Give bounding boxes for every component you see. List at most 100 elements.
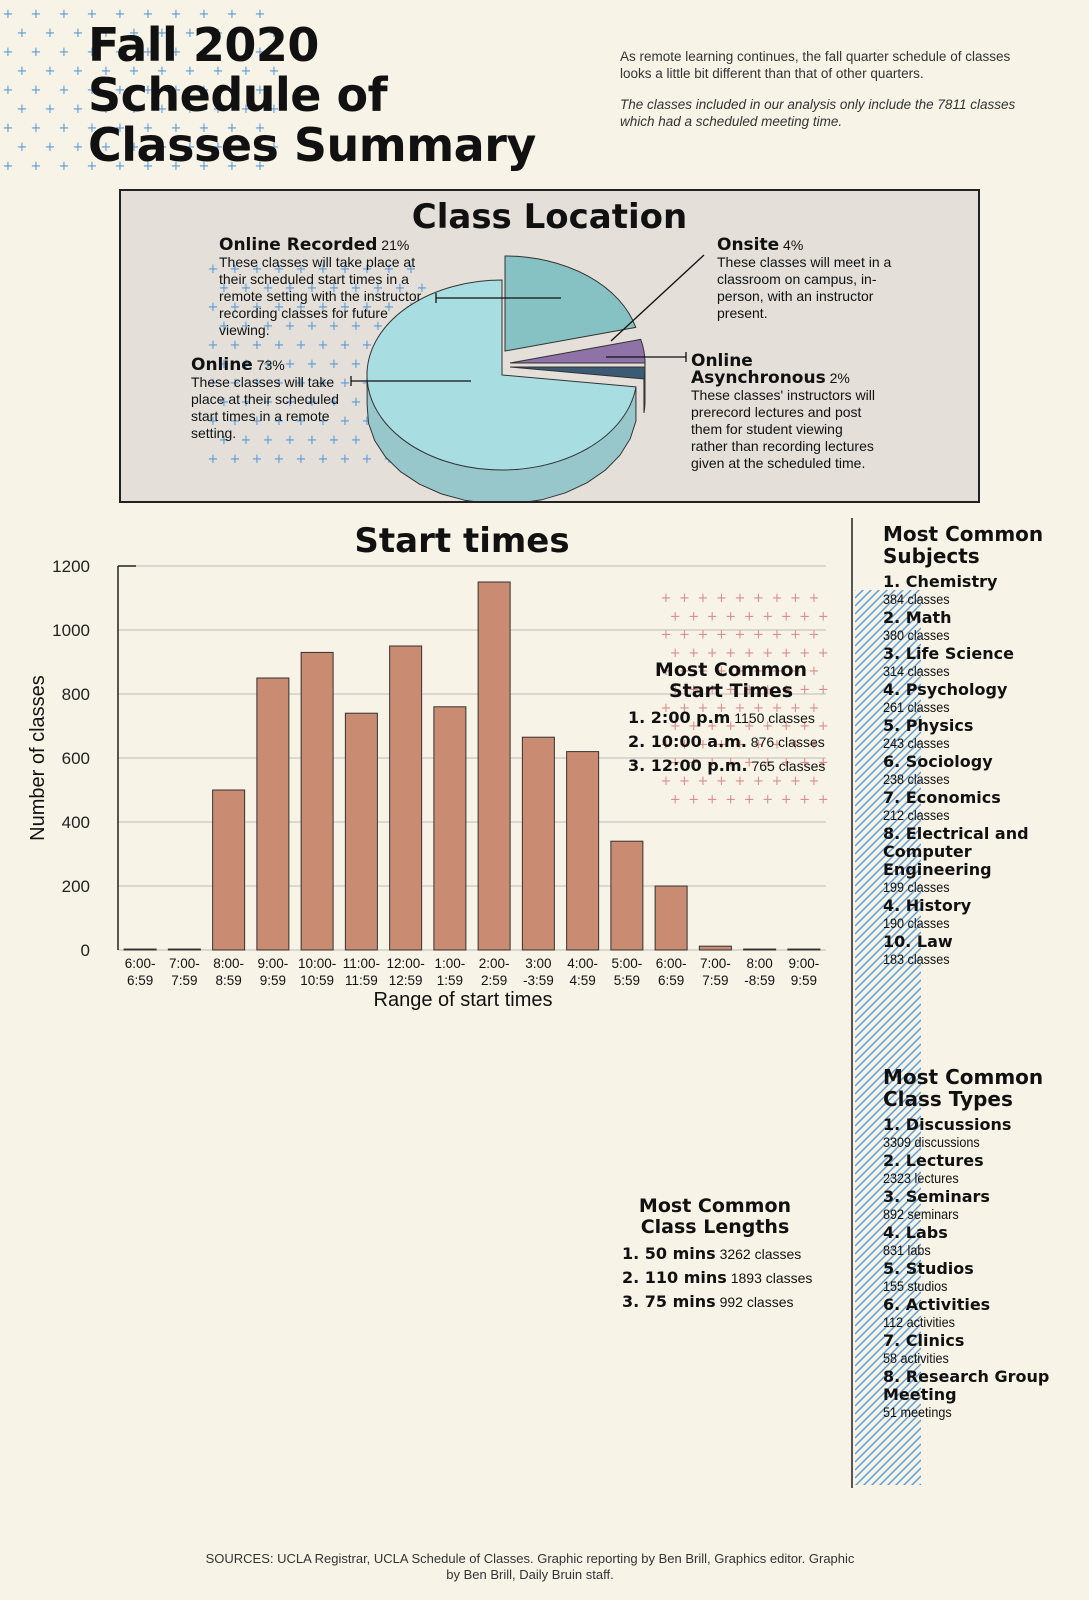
sidebar-item-count: 190 classes xyxy=(883,915,950,931)
plus-mark: + xyxy=(87,121,98,136)
plus-mark: + xyxy=(351,357,362,372)
sidebar-item-name: 3. Seminars xyxy=(883,1187,990,1206)
plus-mark: + xyxy=(3,7,14,22)
plus-mark: + xyxy=(661,591,672,606)
plus-mark: + xyxy=(17,26,28,41)
callout-item-label: 3. 75 mins xyxy=(622,1292,716,1311)
plus-mark: + xyxy=(208,452,219,467)
hatch-line xyxy=(855,723,921,791)
hatch-line xyxy=(855,803,921,871)
hatch-line xyxy=(855,1331,921,1399)
sidebar-item-name: 7. Clinics xyxy=(883,1331,965,1350)
x-tick-label: 4:59 xyxy=(569,973,595,988)
plus-mark: + xyxy=(241,395,252,410)
hatch-line xyxy=(855,755,921,823)
sidebar-item-name: 3. Life Science xyxy=(883,644,1014,663)
hatch-line xyxy=(855,931,921,999)
plus-mark: + xyxy=(143,121,154,136)
plus-mark: + xyxy=(263,395,274,410)
sidebar-item-count: 380 classes xyxy=(883,627,950,643)
plus-mark: + xyxy=(661,628,672,643)
hatch-line xyxy=(855,651,921,719)
plus-mark: + xyxy=(252,452,263,467)
callout-item: 1. 50 mins 3262 classes xyxy=(622,1242,812,1266)
x-tick-label: 6:00- xyxy=(656,956,687,971)
plus-mark: + xyxy=(329,319,340,334)
hatch-line xyxy=(855,590,888,623)
plus-mark: + xyxy=(679,591,690,606)
plus-mark: + xyxy=(31,83,42,98)
hatch-line xyxy=(855,590,904,639)
plus-mark: + xyxy=(351,433,362,448)
pie-label-online-asynchronous: Online Asynchronous 2% These classes' in… xyxy=(691,353,881,472)
sidebar-list-item: 6. Sociology 238 classes xyxy=(883,752,1083,788)
plus-mark: + xyxy=(670,609,681,624)
plus-mark: + xyxy=(725,609,736,624)
sidebar-item-name: 5. Studios xyxy=(883,1259,974,1278)
sidebar-list-item: 2. Math 380 classes xyxy=(883,608,1083,644)
plus-mark: + xyxy=(307,433,318,448)
plus-mark: + xyxy=(208,376,219,391)
plus-mark: + xyxy=(3,83,14,98)
plus-mark: + xyxy=(45,140,56,155)
hatch-line xyxy=(855,1091,921,1159)
x-tick-label: 6:00- xyxy=(125,956,156,971)
plus-mark: + xyxy=(340,300,351,315)
intro-text: As remote learning continues, the fall q… xyxy=(620,48,1020,144)
hatch-line xyxy=(855,891,921,959)
plus-mark: + xyxy=(219,357,230,372)
plus-mark: + xyxy=(809,591,820,606)
plus-mark: + xyxy=(263,357,274,372)
plus-mark: + xyxy=(101,102,112,117)
plus-mark: + xyxy=(340,414,351,429)
plus-mark: + xyxy=(274,300,285,315)
plus-mark: + xyxy=(351,319,362,334)
sidebar-item-name: 5. Physics xyxy=(883,716,974,735)
sidebar-item-name: 7. Economics xyxy=(883,788,1001,807)
plus-mark: + xyxy=(362,300,373,315)
plus-mark: + xyxy=(318,338,329,353)
hatch-line xyxy=(855,675,921,743)
pie-label-desc: These classes will take place at their s… xyxy=(219,254,422,338)
hatch-line xyxy=(855,867,921,935)
hatch-line xyxy=(863,1427,921,1485)
hatch-line xyxy=(855,1363,921,1431)
sidebar-item-name: 4. History xyxy=(883,896,972,915)
hatch-line xyxy=(855,1179,921,1247)
y-tick-label: 800 xyxy=(62,685,90,704)
hatch-line xyxy=(895,1459,921,1485)
plus-mark: + xyxy=(296,262,307,277)
plus-mark: + xyxy=(307,395,318,410)
sidebar-item-name: 1. Chemistry xyxy=(883,572,998,591)
x-tick-label: 12:59 xyxy=(389,973,423,988)
hatch-line xyxy=(855,611,921,679)
sidebar-item-count: 51 meetings xyxy=(883,1404,952,1420)
hatch-line xyxy=(855,1107,921,1175)
plus-mark: + xyxy=(735,591,746,606)
plus-mark: + xyxy=(762,609,773,624)
x-axis-label: Range of start times xyxy=(374,989,553,1011)
callout-item-label: 2. 110 mins xyxy=(622,1268,727,1287)
plus-mark: + xyxy=(340,338,351,353)
pie-label-name: Online Recorded xyxy=(219,235,378,255)
plus-mark: + xyxy=(818,609,829,624)
plus-mark: + xyxy=(171,159,182,174)
hatch-line xyxy=(855,1291,921,1359)
hatch-line xyxy=(855,1027,921,1095)
plus-mark: + xyxy=(744,609,755,624)
plus-mark: + xyxy=(230,452,241,467)
sidebar-item-name: 2. Math xyxy=(883,608,952,627)
sidebar-item-name: 8. Electrical and Computer Engineering xyxy=(883,824,1029,879)
plus-mark: + xyxy=(59,7,70,22)
class-types-title: Most Common Class Types xyxy=(883,1065,1044,1111)
bar xyxy=(787,948,821,951)
sidebar-item-name: 1. Discussions xyxy=(883,1115,1012,1134)
sidebar-list-item: 10. Law 183 classes xyxy=(883,933,1083,968)
plus-mark: + xyxy=(73,102,84,117)
callout-item: 2. 10:00 a.m. 876 classes xyxy=(628,730,825,754)
hatch-line xyxy=(855,795,921,863)
plus-mark: + xyxy=(185,64,196,79)
x-tick-label: 7:59 xyxy=(171,973,197,988)
plus-mark: + xyxy=(818,646,829,661)
sidebar-item-name: 6. Sociology xyxy=(883,752,993,771)
